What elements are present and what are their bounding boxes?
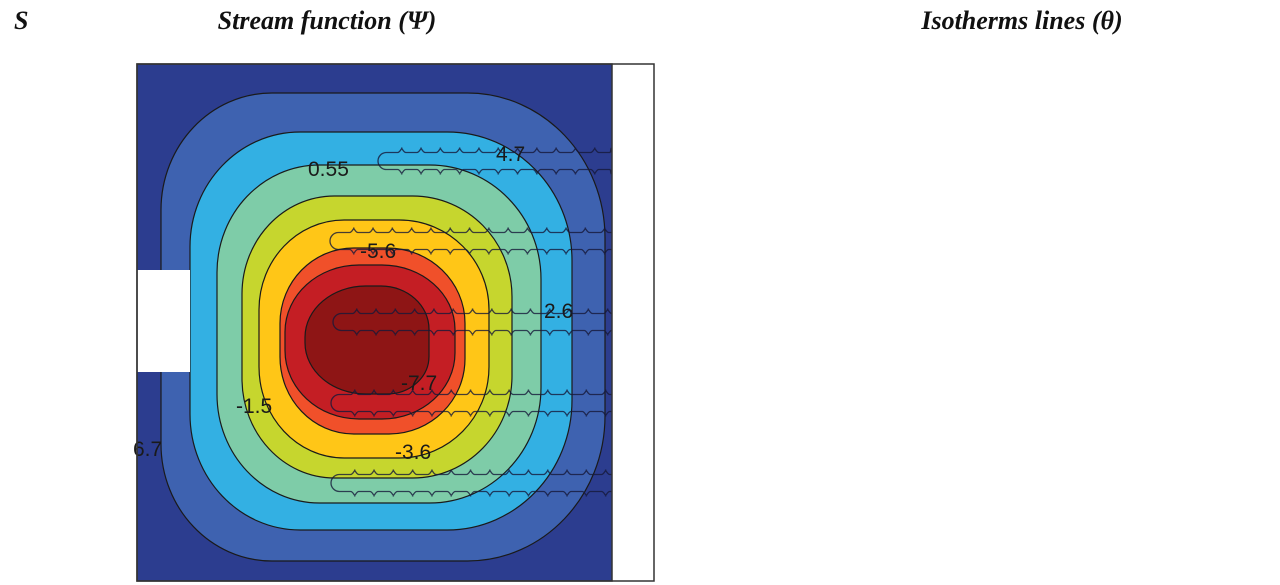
svg-text:-1.5: -1.5	[236, 395, 272, 418]
svg-text:-3.6: -3.6	[395, 441, 431, 464]
svg-text:0.55: 0.55	[308, 158, 349, 181]
svg-text:4.7: 4.7	[496, 143, 525, 166]
